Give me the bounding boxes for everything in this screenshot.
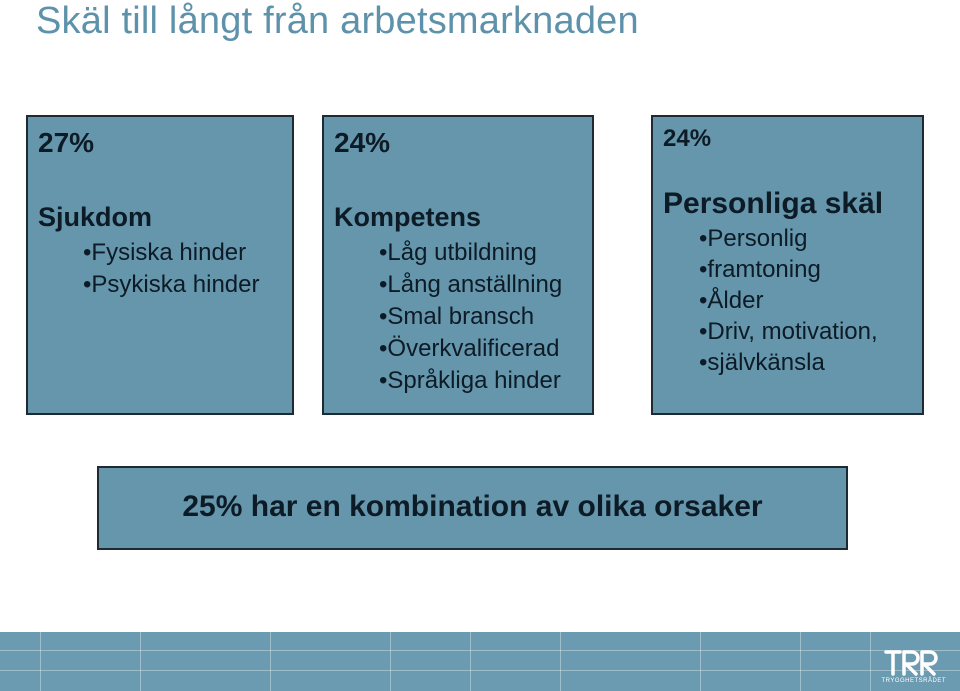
bullet-item: Smal bransch <box>379 301 562 333</box>
bullet-list: Personlig framtoning Ålder Driv, motivat… <box>707 223 924 378</box>
reason-box-personliga-skal: 24% Personliga skäl Personlig framtoning… <box>651 115 924 415</box>
slide-title: Skäl till långt från arbetsmarknaden <box>36 0 639 42</box>
bullet-item: Lång anställning <box>379 269 562 301</box>
bullet-item-continuation: självkänsla <box>699 347 924 378</box>
footer-band <box>0 632 960 691</box>
bullet-item: Psykiska hinder <box>83 269 259 301</box>
summary-text: 25% har en kombination av olika orsaker <box>182 490 763 523</box>
reason-box-kompetens: 24% Kompetens Låg utbildning Lång anstäl… <box>322 115 594 415</box>
box-percent: 24% <box>334 127 391 158</box>
bullet-item: Fysiska hinder <box>83 237 259 269</box>
box-heading: Personliga skäl <box>663 187 884 220</box>
summary-box: 25% har en kombination av olika orsaker <box>97 466 848 550</box>
bullet-item: Låg utbildning <box>379 237 562 269</box>
reason-box-sjukdom: 27% Sjukdom Fysiska hinder Psykiska hind… <box>26 115 294 415</box>
box-percent: 24% <box>663 125 712 152</box>
logo-wordmark: TRYGGHETSRÅDET <box>881 678 946 684</box>
bullet-item: Driv, motivation, <box>707 316 924 347</box>
bullet-item: Ålder <box>707 285 924 316</box>
box-heading: Sjukdom <box>38 202 153 232</box>
bullet-item-continuation: framtoning <box>699 254 924 285</box>
box-heading: Kompetens <box>334 202 482 232</box>
bullet-item: Språkliga hinder <box>379 365 562 397</box>
bullet-list: Låg utbildning Lång anställning Smal bra… <box>379 237 562 397</box>
bullet-list: Fysiska hinder Psykiska hinder <box>83 237 259 301</box>
trr-logo-icon <box>884 650 938 676</box>
bullet-item: Överkvalificerad <box>379 333 562 365</box>
box-percent: 27% <box>38 127 95 158</box>
bullet-item: Personlig <box>707 223 924 254</box>
